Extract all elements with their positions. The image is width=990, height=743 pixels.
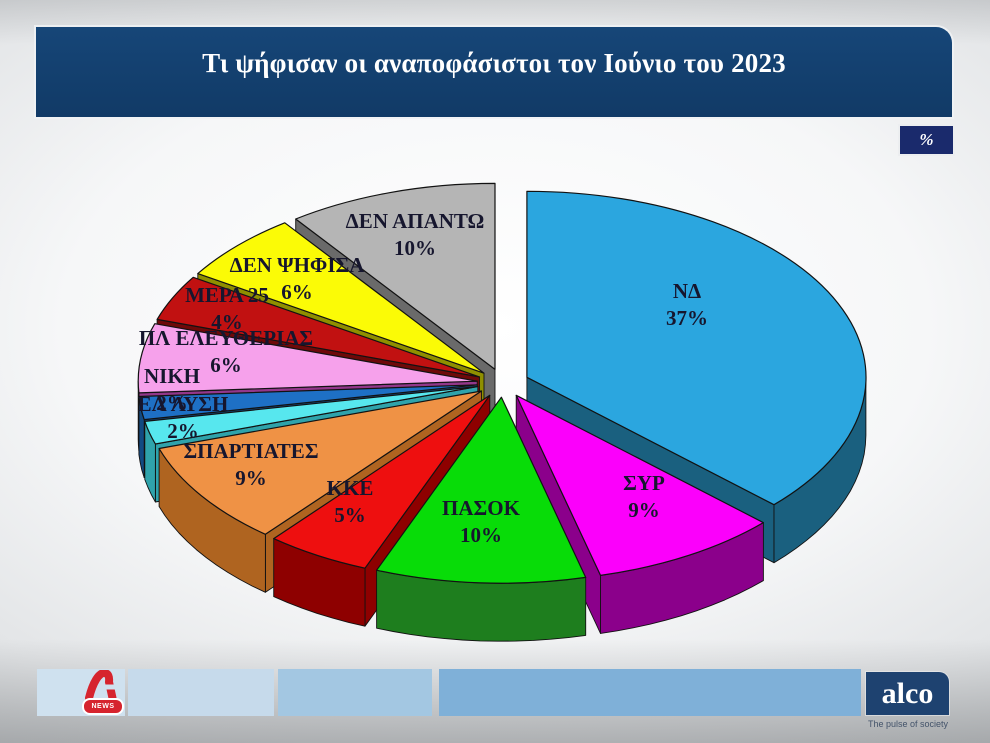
alpha-news-badge: NEWS	[82, 698, 124, 715]
pie-slice-ΣΥΡ	[515, 394, 764, 576]
alco-logo: alco	[866, 672, 949, 715]
pie-slice-ΕΛ ΛΥΣΗ	[144, 385, 479, 445]
pie-slice-ΝΙΚΗ	[138, 384, 478, 421]
percent-unit-badge: %	[900, 126, 953, 154]
alco-tagline: The pulse of society	[867, 719, 949, 729]
title-bar: Τι ψήφισαν οι αναποφάσιστοι τον Ιούνιο τ…	[36, 27, 952, 117]
pie-slice-ΝΔ	[526, 190, 867, 506]
footer-bar-4	[439, 669, 861, 716]
chart-title: Τι ψήφισαν οι αναποφάσιστοι τον Ιούνιο τ…	[202, 47, 786, 78]
footer-bar-2	[128, 669, 274, 716]
alpha-news-logo: NEWS	[82, 670, 124, 716]
pie-slice-ΔΕΝ ΨΗΦΙΣΑ	[197, 222, 485, 374]
pie-slice-ΜΕΡΑ 25	[156, 276, 481, 378]
pie-slice-ΠΛ ΕΛΕΥΘΕΡΙΑΣ	[137, 323, 478, 394]
alpha-a-icon	[85, 670, 118, 702]
pie-slice-ΣΠΑΡΤΙΑΤΕΣ	[158, 390, 483, 535]
pie-slice-ΚΚΕ	[273, 394, 491, 569]
footer-bar-3	[278, 669, 432, 716]
alco-logo-text: alco	[881, 676, 934, 710]
pie-slice-ΠΑΣΟΚ	[376, 396, 587, 584]
pie-slice-ΔΕΝ ΑΠΑΝΤΩ	[295, 182, 496, 370]
